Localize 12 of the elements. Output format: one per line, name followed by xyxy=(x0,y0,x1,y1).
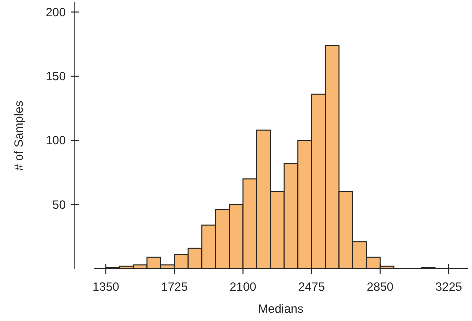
y-axis-title: # of Samples xyxy=(12,100,26,172)
x-tick-label: 1725 xyxy=(161,280,188,294)
x-tick-label: 2850 xyxy=(367,280,394,294)
y-tick-label: 100 xyxy=(46,134,66,148)
x-tick-label: 1350 xyxy=(92,280,120,294)
y-tick-label: 150 xyxy=(46,69,66,84)
x-tick-label: 2100 xyxy=(230,280,257,294)
y-tick-label: 200 xyxy=(46,5,66,20)
y-tick-label: 50 xyxy=(52,198,66,212)
x-tick-label: 2475 xyxy=(298,280,326,294)
x-tick-label: 3225 xyxy=(436,280,463,294)
x-axis-title: Medians xyxy=(258,302,304,316)
